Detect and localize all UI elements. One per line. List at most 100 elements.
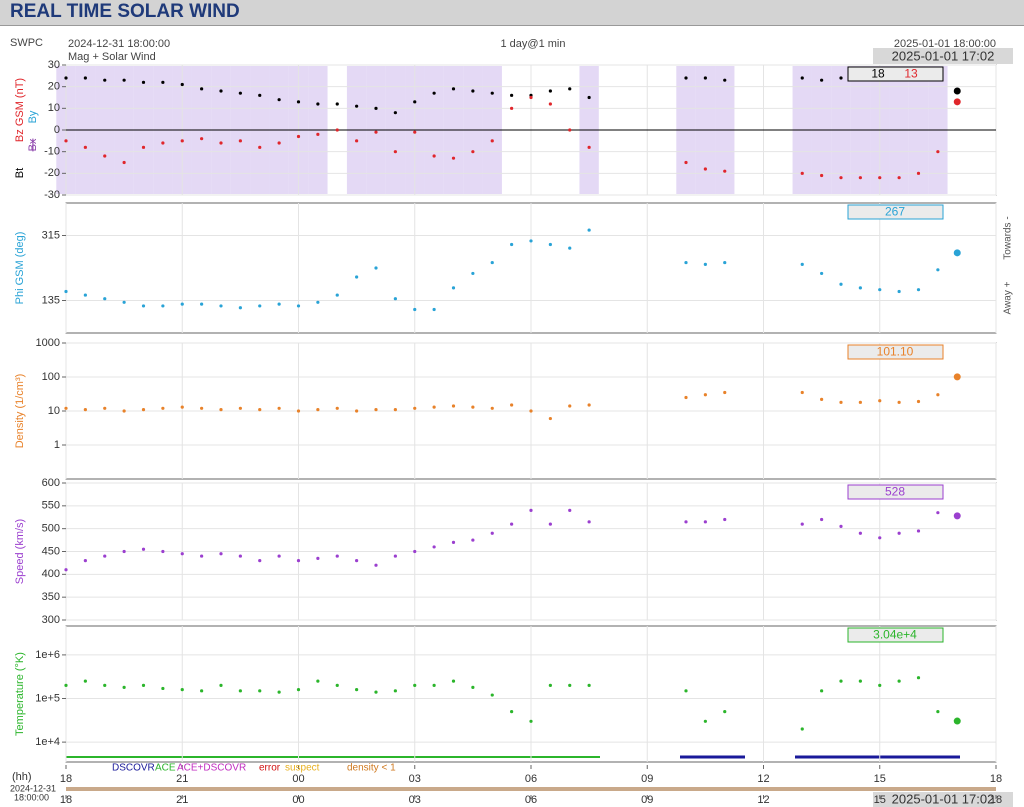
data-point bbox=[258, 559, 262, 563]
x-tick-label: 06 bbox=[525, 794, 537, 806]
data-point bbox=[548, 683, 552, 687]
data-point bbox=[122, 78, 126, 82]
data-point bbox=[316, 556, 320, 560]
readout-box bbox=[847, 204, 944, 220]
y-tick-label: 300 bbox=[42, 614, 60, 626]
data-point bbox=[684, 520, 688, 524]
current-time: 2025-01-01 17:02 bbox=[892, 48, 995, 63]
data-point bbox=[219, 89, 223, 93]
data-point bbox=[83, 407, 87, 412]
y-tick-label: 315 bbox=[42, 229, 60, 241]
data-point bbox=[238, 554, 242, 558]
data-point bbox=[703, 719, 707, 723]
data-point bbox=[238, 91, 242, 95]
data-point bbox=[393, 111, 397, 115]
data-point bbox=[510, 710, 514, 714]
status-legend-entry: error bbox=[259, 763, 281, 774]
data-point bbox=[258, 407, 262, 412]
x-tick-label: 18 bbox=[60, 773, 72, 785]
data-point bbox=[141, 80, 146, 84]
data-point bbox=[587, 95, 591, 100]
data-point bbox=[103, 683, 107, 687]
data-point bbox=[723, 390, 727, 395]
data-point bbox=[451, 404, 456, 408]
data-point bbox=[393, 297, 397, 301]
data-point bbox=[413, 406, 417, 410]
data-point bbox=[800, 262, 804, 266]
data-point bbox=[916, 676, 921, 680]
y-axis-label: Bt bbox=[14, 168, 26, 178]
y-tick-label: 10 bbox=[48, 405, 60, 417]
data-point bbox=[296, 304, 301, 308]
data-point bbox=[277, 406, 281, 410]
data-point bbox=[587, 228, 591, 232]
data-point bbox=[820, 271, 824, 276]
status-legend-entry: DSCOVR bbox=[112, 763, 155, 774]
data-point bbox=[953, 249, 961, 257]
x-tick-label: 15 bbox=[874, 773, 886, 785]
y-tick-label: 550 bbox=[42, 500, 60, 512]
data-point bbox=[858, 286, 862, 290]
data-point bbox=[936, 511, 940, 515]
y-axis-label: By bbox=[27, 110, 39, 123]
data-point bbox=[510, 242, 514, 247]
data-point bbox=[897, 531, 901, 535]
data-point bbox=[238, 139, 242, 143]
x-tick-label: 03 bbox=[409, 773, 421, 785]
data-point bbox=[548, 242, 552, 247]
data-point bbox=[335, 683, 339, 687]
data-point bbox=[316, 407, 320, 412]
data-point bbox=[451, 286, 456, 290]
data-point bbox=[64, 683, 68, 687]
data-point bbox=[723, 260, 727, 265]
y-tick-label: 400 bbox=[42, 568, 60, 580]
data-point bbox=[355, 139, 359, 143]
data-point bbox=[432, 405, 436, 409]
y-tick-label: 1000 bbox=[36, 337, 60, 349]
data-point bbox=[296, 134, 301, 139]
y-tick-label: 135 bbox=[42, 294, 60, 306]
data-point bbox=[548, 522, 552, 526]
x-tick-label: 15 bbox=[874, 794, 886, 806]
x-tick-label: 12 bbox=[757, 794, 769, 806]
data-point bbox=[568, 508, 572, 512]
data-point bbox=[568, 246, 572, 250]
y-tick-label: 1 bbox=[54, 439, 60, 451]
data-point bbox=[529, 239, 533, 243]
data-point bbox=[800, 390, 804, 395]
side-label: Towards - bbox=[1003, 216, 1014, 259]
data-point bbox=[529, 719, 533, 723]
y-tick-label: 600 bbox=[42, 477, 60, 489]
y-tick-label: 0 bbox=[54, 124, 60, 136]
data-point bbox=[277, 98, 281, 102]
data-point bbox=[413, 130, 417, 134]
readout-value: 267 bbox=[885, 205, 905, 219]
data-point bbox=[238, 406, 242, 410]
status-strip bbox=[66, 787, 996, 791]
data-point bbox=[839, 679, 843, 683]
data-point bbox=[200, 302, 204, 306]
readout-box bbox=[847, 484, 944, 500]
current-box bbox=[873, 48, 1013, 64]
data-point bbox=[953, 87, 961, 95]
data-point bbox=[897, 289, 901, 294]
data-point bbox=[703, 76, 707, 80]
data-point bbox=[703, 520, 707, 524]
x-axis-label: (hh) bbox=[12, 771, 32, 783]
data-point bbox=[916, 399, 921, 404]
data-point bbox=[180, 139, 184, 143]
data-point bbox=[335, 406, 339, 410]
y-tick-label: 100 bbox=[42, 371, 60, 383]
readout-box bbox=[847, 344, 944, 360]
data-point bbox=[471, 271, 475, 276]
status-legend-entry: suspect bbox=[285, 763, 320, 774]
data-point bbox=[355, 559, 359, 563]
data-point bbox=[374, 407, 378, 412]
data-point bbox=[200, 137, 204, 141]
data-point bbox=[296, 100, 301, 104]
data-point bbox=[839, 400, 843, 404]
data-point bbox=[316, 132, 320, 136]
x-tick-label: 09 bbox=[641, 794, 653, 806]
data-point bbox=[296, 688, 301, 692]
data-point bbox=[161, 406, 165, 410]
